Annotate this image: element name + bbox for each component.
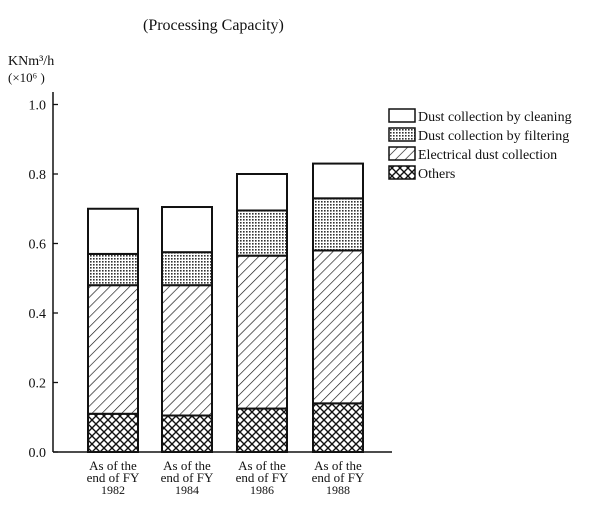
- bar-segment-blank: [236, 173, 288, 212]
- bar-segment-dots: [161, 251, 213, 287]
- legend-label: Dust collection by filtering: [418, 129, 569, 144]
- y-tick-label: 0.8: [29, 168, 47, 183]
- legend: Dust collection by cleaning Dust collecti…: [388, 108, 572, 182]
- bar-segment-blank: [161, 206, 213, 254]
- x-tick-label: 1984: [175, 483, 199, 497]
- legend-label: Dust collection by cleaning: [418, 110, 572, 125]
- y-tick-label: 0.0: [29, 446, 47, 461]
- y-tick-label: 0.6: [29, 238, 47, 253]
- bar-segment-dots: [87, 252, 139, 287]
- bar-segment-blank: [312, 162, 364, 200]
- bar-segment-blank: [87, 207, 139, 255]
- legend-label: Electrical dust collection: [418, 148, 557, 163]
- y-axis-unit: (×10⁶ ): [8, 70, 45, 85]
- bar-segment-crosshatch: [161, 414, 213, 454]
- x-tick-label: end of FY: [87, 470, 140, 485]
- bar-segment-diagonal: [161, 284, 213, 417]
- x-tick-label: 1986: [250, 483, 274, 497]
- y-tick-label: 0.2: [29, 377, 47, 392]
- x-tick-label: 1982: [101, 483, 125, 497]
- bar-segment-diagonal: [87, 284, 139, 415]
- x-tick-label: end of FY: [161, 470, 214, 485]
- y-axis-label: KNm³/h: [8, 54, 54, 69]
- legend-swatch-diagonal: [388, 146, 416, 161]
- legend-swatch-dots: [388, 127, 416, 142]
- bar-segment-diagonal: [312, 249, 364, 405]
- chart-title: (Processing Capacity): [143, 17, 284, 34]
- bar-segment-diagonal: [236, 254, 288, 410]
- bar-segment-crosshatch: [87, 412, 139, 453]
- y-tick-label: 1.0: [29, 99, 47, 114]
- y-tick-label: 0.4: [29, 307, 47, 322]
- x-tick-label: 1988: [326, 483, 350, 497]
- bar-segment-dots: [236, 209, 288, 257]
- x-tick-label: As of the: [238, 458, 286, 473]
- legend-label: Others: [418, 167, 455, 182]
- bar-segment-crosshatch: [312, 402, 364, 454]
- x-tick-label: As of the: [163, 458, 211, 473]
- bar-segment-crosshatch: [236, 407, 288, 453]
- legend-swatch-crosshatch: [388, 165, 416, 180]
- x-tick-label: As of the: [89, 458, 137, 473]
- x-tick-label: As of the: [314, 458, 362, 473]
- bar-segment-dots: [312, 197, 364, 252]
- x-tick-label: end of FY: [236, 470, 289, 485]
- legend-swatch-blank: [388, 108, 416, 123]
- x-tick-label: end of FY: [312, 470, 365, 485]
